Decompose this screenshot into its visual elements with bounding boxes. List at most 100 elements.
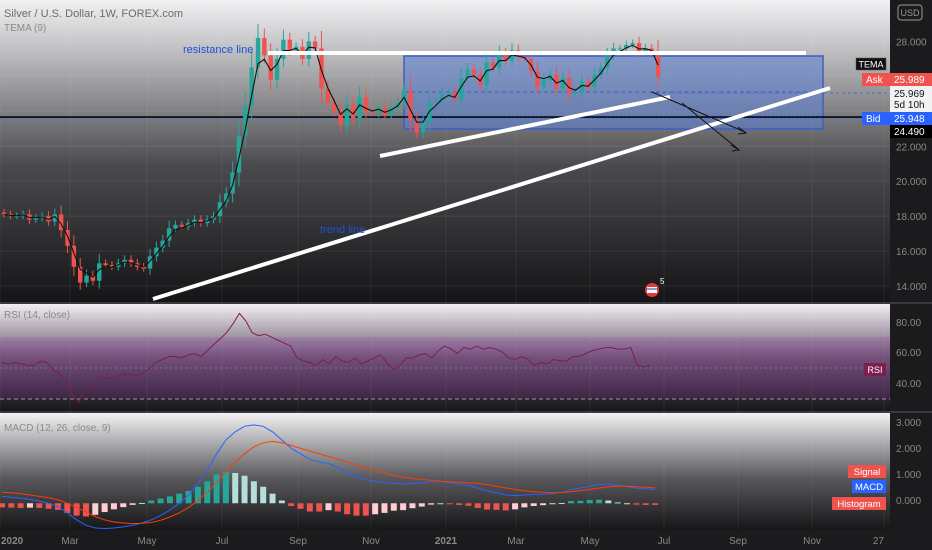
candle-body[interactable]	[33, 217, 38, 220]
candle-body[interactable]	[624, 44, 629, 49]
lower-channel-line[interactable]	[379, 95, 671, 158]
candle-body[interactable]	[255, 37, 261, 68]
candle-body[interactable]	[351, 104, 356, 119]
candle-body[interactable]	[598, 67, 604, 75]
candle-body[interactable]	[128, 259, 134, 264]
candle-body[interactable]	[306, 41, 311, 59]
candle-body[interactable]	[1, 212, 7, 215]
macd-pane[interactable]	[0, 413, 890, 530]
candle-body[interactable]	[46, 216, 51, 222]
candle-body[interactable]	[605, 55, 610, 68]
candle-body[interactable]	[14, 216, 19, 218]
candle-body[interactable]	[109, 265, 115, 267]
candle-body[interactable]	[459, 78, 464, 100]
candle-body[interactable]	[198, 219, 204, 224]
ask-label: Ask	[866, 75, 884, 86]
candle-body[interactable]	[579, 81, 585, 93]
candle-body[interactable]	[78, 266, 83, 283]
candle-body[interactable]	[224, 193, 229, 203]
candle-body[interactable]	[312, 41, 318, 49]
time-axis[interactable]	[0, 530, 890, 550]
candle-body[interactable]	[357, 97, 362, 119]
candle-body[interactable]	[166, 228, 172, 241]
candle-body[interactable]	[566, 78, 572, 94]
candle-body[interactable]	[268, 55, 273, 80]
candle-body[interactable]	[52, 214, 57, 222]
candle-body[interactable]	[274, 58, 280, 80]
projection-arrow-1[interactable]	[651, 91, 746, 133]
candle-body[interactable]	[535, 71, 540, 87]
candle-body[interactable]	[376, 107, 381, 114]
candle-body[interactable]	[592, 74, 597, 87]
candle-body[interactable]	[192, 219, 197, 224]
currency-badge[interactable]	[897, 4, 923, 21]
candle-body[interactable]	[236, 135, 242, 173]
candle-body[interactable]	[547, 74, 553, 80]
bid-tag	[862, 112, 932, 125]
candle-body[interactable]	[154, 247, 159, 257]
candle-body[interactable]	[554, 74, 559, 89]
candle-body[interactable]	[503, 53, 508, 61]
candle-body[interactable]	[490, 62, 496, 68]
candle-body[interactable]	[97, 263, 102, 281]
candle-body[interactable]	[65, 230, 70, 246]
candle-body[interactable]	[439, 93, 445, 101]
candle-body[interactable]	[173, 224, 178, 229]
candle-body[interactable]	[382, 107, 388, 115]
candle-body[interactable]	[630, 43, 635, 45]
candle-body[interactable]	[617, 48, 623, 50]
candle-body[interactable]	[141, 266, 146, 269]
candle-body[interactable]	[90, 275, 96, 281]
candle-body[interactable]	[363, 97, 369, 112]
main-pane[interactable]	[0, 0, 890, 302]
candle-body[interactable]	[58, 214, 64, 231]
candle-body[interactable]	[446, 92, 451, 94]
candle-body[interactable]	[471, 69, 477, 75]
rsi-tick-80: 80.00	[896, 318, 921, 329]
candle-body[interactable]	[389, 107, 394, 115]
candle-body[interactable]	[332, 102, 337, 112]
candle-body[interactable]	[643, 48, 648, 52]
candle-body[interactable]	[370, 111, 375, 114]
histogram-bar	[194, 486, 201, 504]
candle-body[interactable]	[420, 121, 426, 133]
candle-body[interactable]	[452, 92, 458, 100]
candle-body[interactable]	[287, 39, 292, 51]
candle-body[interactable]	[243, 106, 248, 136]
candle-body[interactable]	[147, 256, 153, 269]
candle-body[interactable]	[560, 78, 565, 89]
candle-body[interactable]	[262, 37, 267, 56]
histogram-bar	[334, 503, 341, 512]
candle-body[interactable]	[103, 263, 108, 266]
rsi-pane[interactable]	[0, 304, 890, 411]
macd-legend	[852, 480, 886, 493]
candle-body[interactable]	[433, 100, 438, 103]
histogram-bar	[633, 503, 640, 505]
rsi-tick-60: 60.00	[896, 348, 921, 359]
histogram-legend-text: Histogram	[837, 499, 880, 510]
candle-body[interactable]	[586, 81, 591, 87]
candle-body[interactable]	[325, 88, 331, 103]
trend-line[interactable]	[152, 86, 831, 301]
candle-body[interactable]	[541, 79, 546, 87]
candle-body[interactable]	[338, 111, 343, 126]
candle-body[interactable]	[465, 69, 470, 79]
time-tick-label: Nov	[803, 536, 821, 547]
projection-arrow-2[interactable]	[681, 102, 739, 150]
candle-body[interactable]	[249, 67, 254, 107]
candle-body[interactable]	[636, 43, 642, 52]
candle-body[interactable]	[71, 245, 77, 267]
candle-body[interactable]	[160, 240, 165, 248]
time-tick-label: Jul	[658, 536, 671, 547]
candle-body[interactable]	[484, 62, 489, 86]
candle-body[interactable]	[573, 92, 578, 94]
level-price-tag	[890, 125, 932, 138]
candle-body[interactable]	[344, 104, 350, 126]
candle-body[interactable]	[414, 120, 419, 133]
histogram-bar	[652, 503, 658, 505]
candle-body[interactable]	[179, 224, 184, 227]
candle-body[interactable]	[281, 39, 286, 59]
candle-body[interactable]	[84, 275, 89, 283]
candle-body[interactable]	[408, 90, 413, 121]
